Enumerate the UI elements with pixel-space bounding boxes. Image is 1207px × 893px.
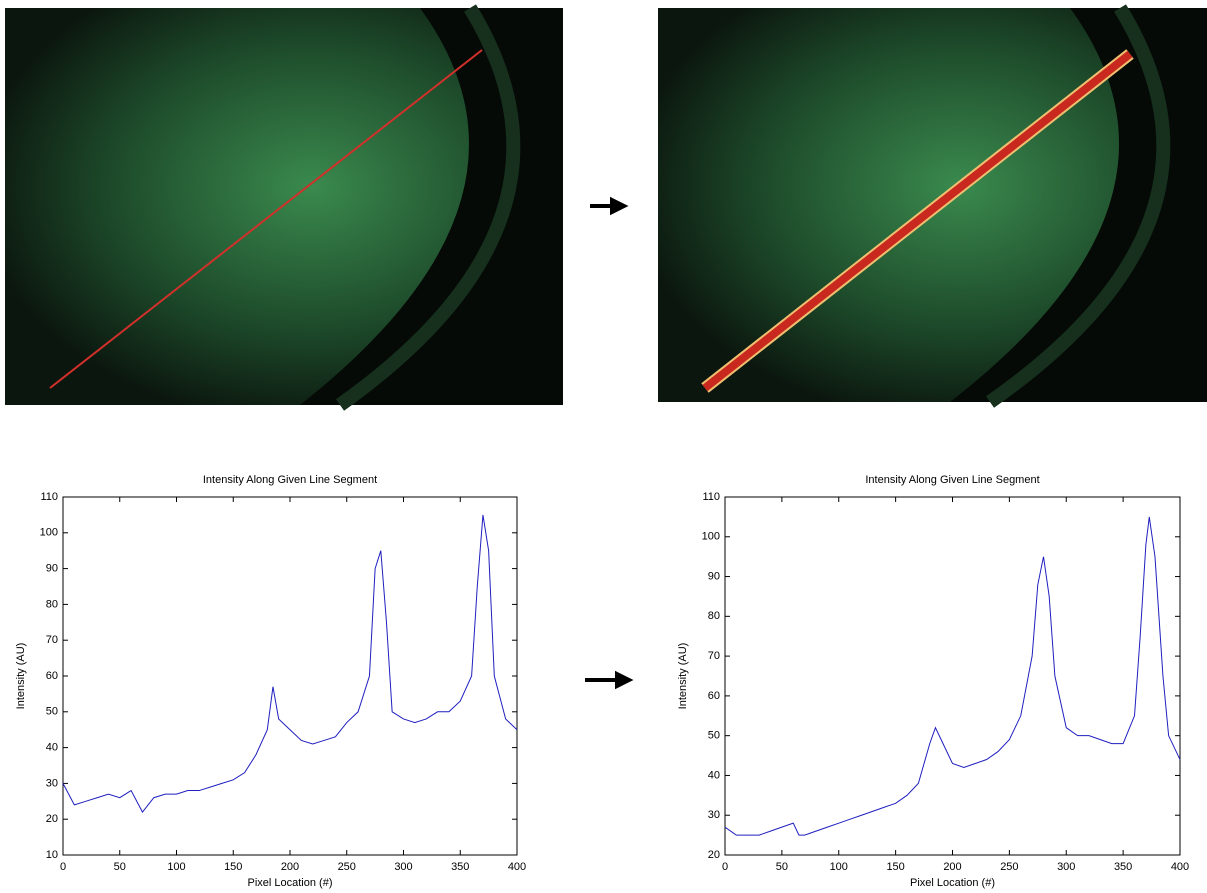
x-tick-label: 400: [1171, 861, 1189, 873]
x-tick-label: 0: [60, 861, 66, 873]
y-tick-label: 40: [708, 769, 720, 781]
x-tick-label: 300: [1057, 861, 1075, 873]
y-tick-label: 110: [702, 491, 720, 503]
y-tick-label: 80: [708, 610, 720, 622]
x-tick-label: 100: [167, 861, 185, 873]
y-tick-label: 30: [46, 777, 58, 789]
y-tick-label: 50: [46, 706, 58, 718]
y-tick-label: 90: [46, 563, 58, 575]
y-tick-label: 50: [708, 730, 720, 742]
plot-area: [724, 496, 1181, 856]
chart-title: Intensity Along Given Line Segment: [865, 474, 1039, 486]
y-tick-label: 90: [708, 570, 720, 582]
y-tick-label: 60: [708, 690, 720, 702]
arrow: [590, 196, 629, 216]
x-tick-label: 400: [508, 861, 526, 873]
y-tick-label: 110: [40, 491, 58, 503]
x-tick-label: 150: [224, 861, 242, 873]
x-tick-label: 100: [830, 861, 848, 873]
x-tick-label: 150: [886, 861, 904, 873]
x-tick-label: 350: [451, 861, 469, 873]
y-tick-label: 100: [702, 531, 720, 543]
y-tick-label: 10: [46, 849, 58, 861]
photo-before: [5, 4, 563, 411]
x-tick-label: 50: [776, 861, 788, 873]
y-axis-label: Intensity (AU): [15, 643, 27, 710]
y-tick-label: 20: [708, 849, 720, 861]
data-line: [724, 516, 1181, 836]
x-tick-label: 200: [281, 861, 299, 873]
y-tick-label: 70: [46, 634, 58, 646]
y-tick-label: 80: [46, 598, 58, 610]
x-tick-label: 250: [1000, 861, 1018, 873]
data-line: [62, 514, 518, 813]
x-tick-label: 350: [1114, 861, 1132, 873]
y-tick-label: 20: [46, 813, 58, 825]
x-tick-label: 50: [114, 861, 126, 873]
y-tick-label: 30: [708, 809, 720, 821]
x-axis-label: Pixel Location (#): [248, 877, 333, 889]
x-tick-label: 200: [943, 861, 961, 873]
arrow: [585, 670, 634, 690]
x-tick-label: 250: [338, 861, 356, 873]
y-tick-label: 70: [708, 650, 720, 662]
y-tick-label: 40: [46, 742, 58, 754]
x-tick-label: 300: [394, 861, 412, 873]
y-tick-label: 60: [46, 670, 58, 682]
x-tick-label: 0: [722, 861, 728, 873]
photo-after: [658, 4, 1207, 408]
plot-area: [62, 496, 518, 856]
y-axis-label: Intensity (AU): [677, 643, 689, 710]
chart-title: Intensity Along Given Line Segment: [203, 474, 377, 486]
x-axis-label: Pixel Location (#): [910, 877, 995, 889]
y-tick-label: 100: [40, 527, 58, 539]
